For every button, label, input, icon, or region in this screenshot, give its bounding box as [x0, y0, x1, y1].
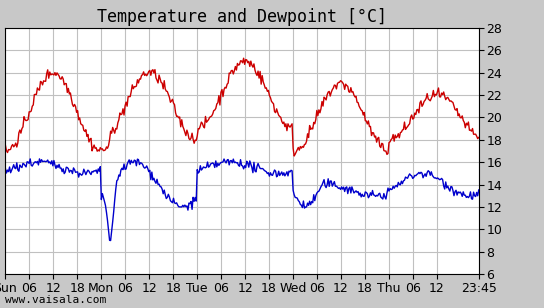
Title: Temperature and Dewpoint [°C]: Temperature and Dewpoint [°C]: [97, 8, 387, 26]
Text: www.vaisala.com: www.vaisala.com: [5, 295, 107, 305]
